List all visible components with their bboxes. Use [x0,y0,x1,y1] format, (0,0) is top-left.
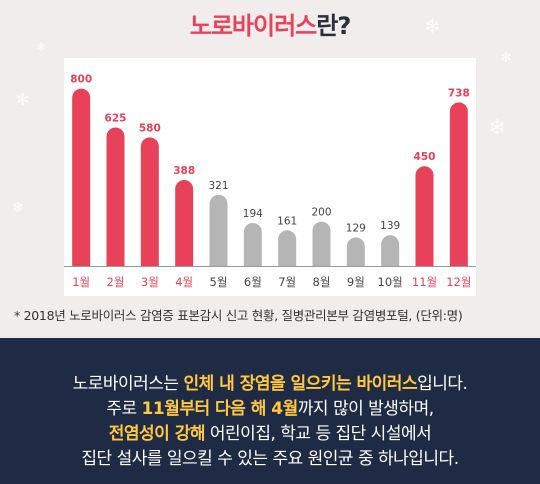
snowflake-icon: ❄ [488,116,507,141]
description-line-1: 노로바이러스는 인체 내 장염을 일으키는 바이러스입니다. [0,372,540,397]
data-label: 450 [414,151,436,163]
x-tick-label: 12월 [446,275,471,289]
data-label: 139 [380,220,400,232]
bar-1월 [72,88,91,266]
description-line-3: 전염성이 강해 어린이집, 학교 등 집단 시설에서 [0,422,540,447]
x-tick-label: 2월 [107,275,125,289]
x-tick-label: 4월 [175,275,193,289]
x-tick-label: 11월 [412,275,437,289]
data-label: 580 [139,122,161,134]
x-tick-label: 3월 [141,275,159,289]
x-tick-label: 6월 [244,275,262,289]
description-line-4: 집단 설사를 일으킬 수 있는 주요 원인균 중 하나입니다. [81,449,459,469]
description-panel [0,338,540,484]
description-highlight: 인체 내 장염을 일으키는 바이러스 [183,374,418,394]
description-highlight: 11월부터 다음 해 4월 [141,399,299,419]
data-label: 625 [105,112,127,124]
data-label: 800 [70,74,92,86]
page-title: 노로바이러스란? [0,6,540,41]
source-note: * 2018년 노로바이러스 감염증 표본감시 신고 현황, 질병관리본부 감염… [14,308,463,323]
bar-10월 [381,235,400,266]
x-tick-label: 7월 [278,275,296,289]
data-label: 129 [346,222,366,234]
data-label: 321 [208,180,228,192]
description-text-plain: 입니다. [417,374,468,394]
bar-11월 [415,166,434,266]
chart-area: 800 1월 625 2월 580 3월 388 4월 321 5월 194 6월 161 7월 200 8월… [64,58,476,296]
x-tick-label: 9월 [347,275,365,289]
snowflake-icon: ✻ [500,50,512,66]
data-label: 194 [243,208,263,220]
bar-3월 [140,137,159,266]
data-label: 200 [311,207,331,219]
bar-7월 [278,230,297,266]
snowflake-icon: ❄ [12,200,24,216]
snowflake-icon: ❄ [36,40,47,54]
description-highlight: 전염성이 강해 [108,424,206,444]
bar-8월 [312,221,331,266]
description-text-plain: 까지 많이 발생하며, [297,399,434,419]
title-suffix: 란? [316,12,351,40]
data-label: 388 [173,165,195,177]
bar-5월 [209,194,228,266]
x-tick-label: 1월 [72,275,90,289]
snowflake-icon: ✻ [16,90,30,109]
bar-2월 [106,127,125,266]
x-tick-label: 8월 [313,275,331,289]
description-text: 노로바이러스는 인체 내 장염을 일으키는 바이러스입니다. 주로 11월부터 … [0,372,540,472]
data-label: 161 [277,215,297,227]
description-text-plain: 노로바이러스는 [72,374,184,394]
description-line-2: 주로 11월부터 다음 해 4월까지 많이 발생하며, [0,397,540,422]
bar-6월 [243,222,262,266]
bar-12월 [449,102,468,267]
bar-4월 [175,179,194,266]
snowflake-icon: ❄ [424,14,441,38]
bar-9월 [346,237,365,266]
chart-panel: ✻ ❄ ❄ ✻ ❄ ❄ 노로바이러스란? 800 1월 625 2월 580 3월 388 4… [0,0,540,338]
data-label: 738 [448,87,470,99]
x-tick-label: 5월 [210,275,228,289]
title-main: 노로바이러스 [189,12,317,40]
description-text-plain: 주로 [106,399,142,419]
x-tick-label: 10월 [378,275,403,289]
description-text-plain: 어린이집, 학교 등 집단 시설에서 [205,424,432,444]
bar-chart: 800 1월 625 2월 580 3월 388 4월 321 5월 194 6월 161 7월 200 8월… [64,74,476,289]
